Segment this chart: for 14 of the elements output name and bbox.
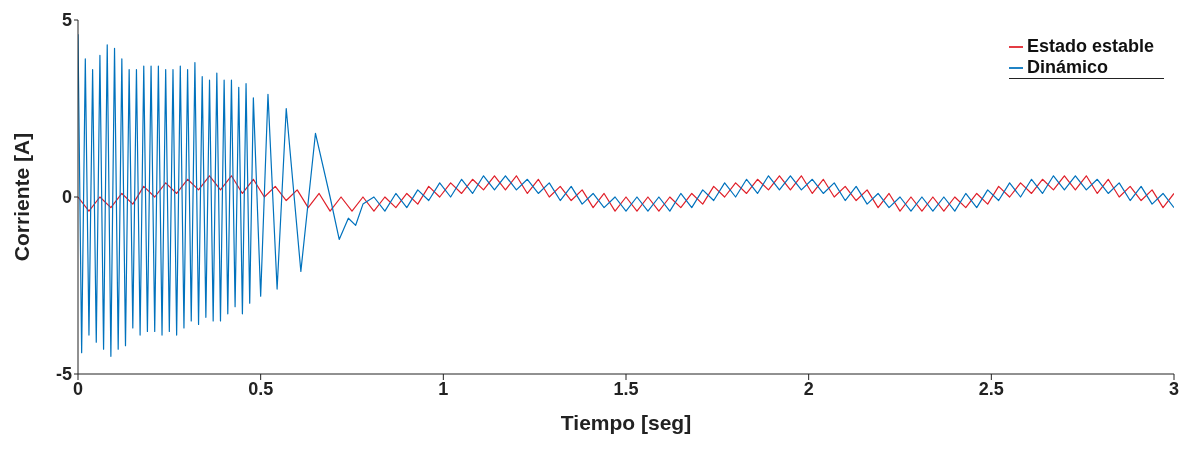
- x-tick-label: 0.5: [248, 378, 274, 399]
- x-axis-title: Tiempo [seg]: [560, 411, 692, 434]
- y-tick-label: 0: [61, 187, 72, 208]
- legend-label: Dinámico: [1026, 57, 1108, 77]
- legend-label: Estado estable: [1026, 36, 1154, 56]
- y-tick-label: -5: [55, 364, 72, 385]
- x-tick-label: 1: [438, 378, 449, 399]
- x-tick-label: 2.5: [978, 378, 1004, 399]
- y-tick-label: 5: [61, 10, 72, 31]
- x-tick-label: 3: [1168, 378, 1180, 399]
- y-axis-title: Corriente [A]: [10, 132, 34, 262]
- x-tick-label: 2: [803, 378, 814, 399]
- line-series: [78, 175, 1174, 212]
- x-tick-label: 1.5: [613, 378, 639, 399]
